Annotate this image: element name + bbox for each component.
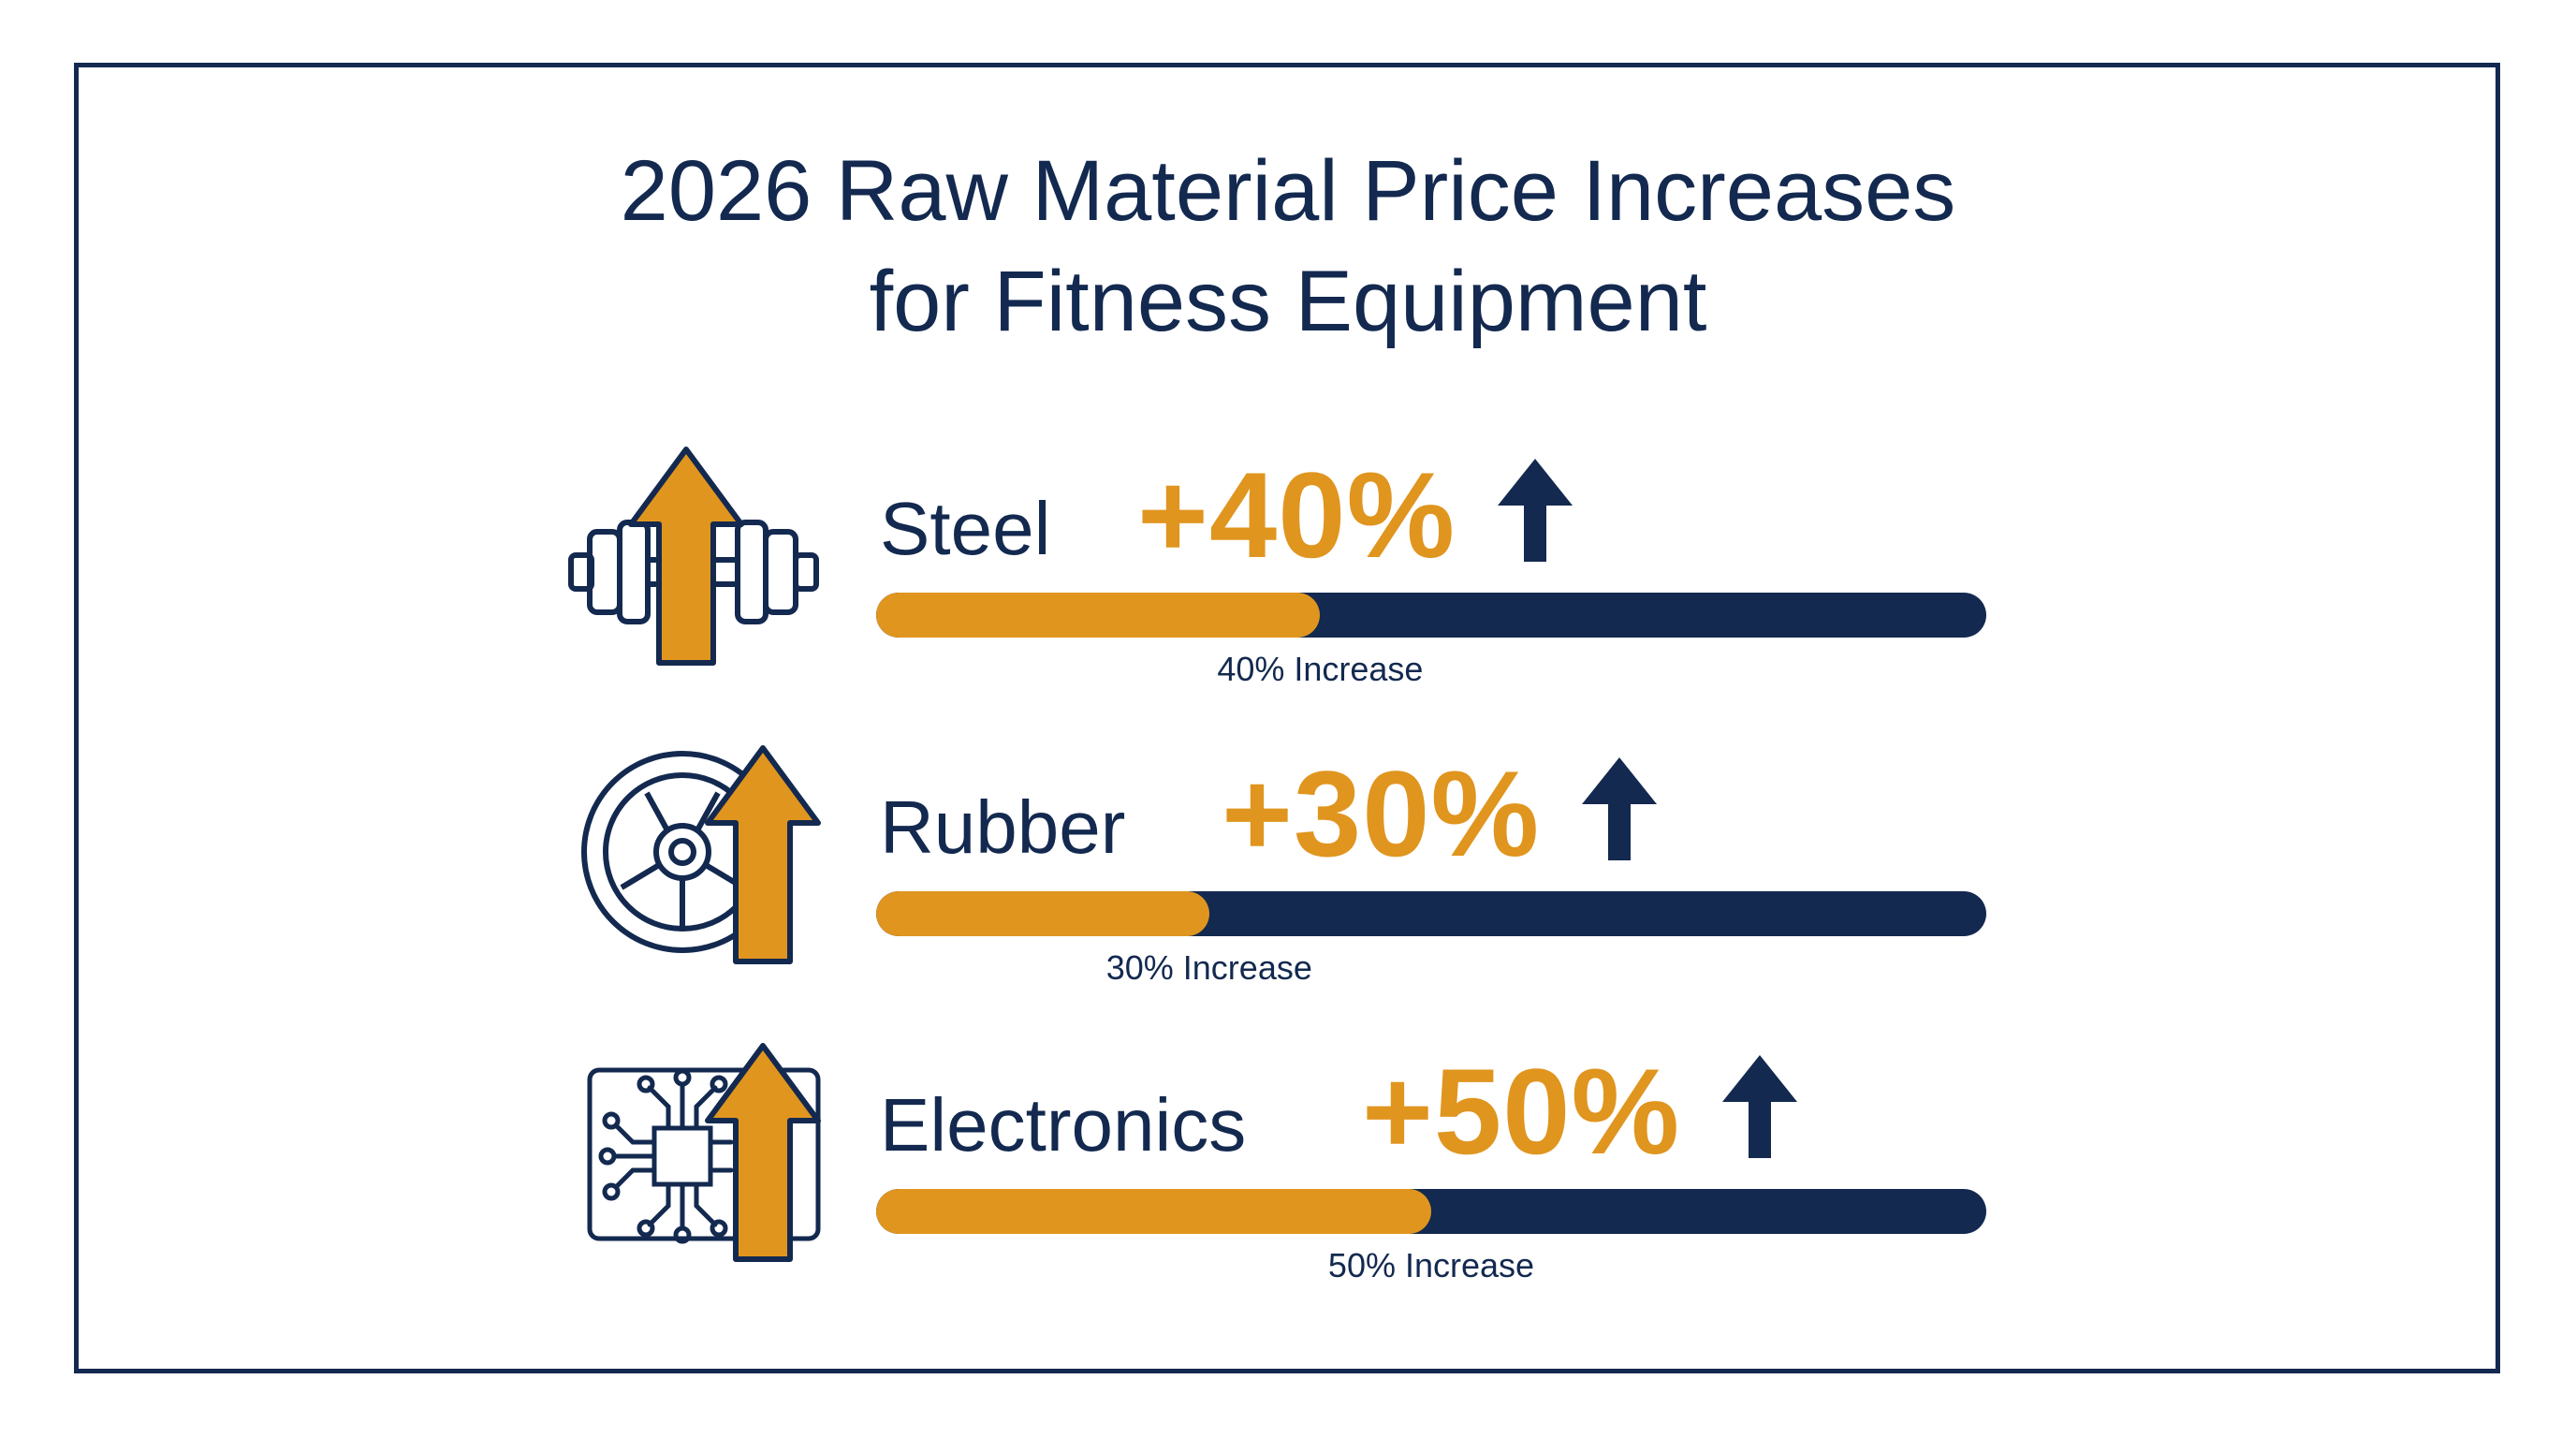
material-row-electronics bbox=[0, 1032, 2576, 1313]
up-arrow-icon bbox=[1722, 1055, 1797, 1158]
bar-fill-electronics bbox=[876, 1189, 1431, 1234]
bar-track-electronics bbox=[876, 1189, 1986, 1234]
bar-caption-rubber: 30% Increase bbox=[1105, 948, 1312, 987]
bar-track-steel bbox=[876, 593, 1986, 638]
bar-fill-rubber bbox=[876, 891, 1209, 936]
infographic-frame bbox=[74, 63, 2500, 1373]
rise-arrow-icon bbox=[705, 745, 821, 964]
category-label-steel: Steel bbox=[880, 487, 1051, 570]
value-label-rubber: +30% bbox=[1222, 745, 1541, 882]
category-label-electronics: Electronics bbox=[880, 1083, 1247, 1167]
bar-fill-steel bbox=[876, 593, 1321, 638]
chart-title: 2026 Raw Material Price Increases for Fi… bbox=[0, 136, 2576, 357]
dumbbell-icon bbox=[568, 447, 819, 666]
rise-arrow-icon bbox=[705, 1043, 821, 1262]
material-row-rubber bbox=[0, 734, 2576, 1015]
value-label-electronics: +50% bbox=[1362, 1043, 1681, 1180]
value-label-steel: +40% bbox=[1137, 447, 1456, 583]
circuit-chip-icon bbox=[587, 1043, 821, 1262]
chart-title-line-1: 2026 Raw Material Price Increases bbox=[620, 143, 1956, 239]
bar-track-rubber bbox=[876, 891, 1986, 936]
up-arrow-icon bbox=[1582, 757, 1657, 860]
up-arrow-icon bbox=[1498, 459, 1573, 562]
bar-caption-steel: 40% Increase bbox=[1217, 650, 1424, 688]
material-row-steel bbox=[0, 435, 2576, 716]
bar-caption-electronics: 50% Increase bbox=[1327, 1246, 1535, 1284]
weight-plate-icon bbox=[581, 745, 821, 964]
category-label-rubber: Rubber bbox=[880, 785, 1126, 869]
chart-title-line-2: for Fitness Equipment bbox=[869, 254, 1707, 349]
rise-arrow-icon bbox=[628, 447, 744, 666]
